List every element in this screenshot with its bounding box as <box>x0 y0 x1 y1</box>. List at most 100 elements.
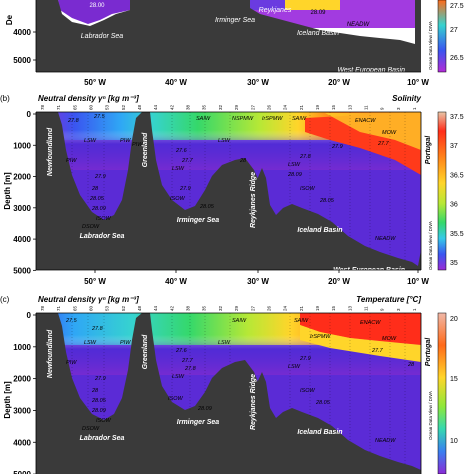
station-label: 11 <box>363 306 368 311</box>
contour-label: 27.8 <box>184 366 197 372</box>
panel-c-water-mass-labels: LSW PIW ISOW DSOW LSW PIW ISOW SAIW LSW … <box>66 318 397 444</box>
station-label: 35 <box>202 104 207 110</box>
station-label: 65 <box>72 104 77 110</box>
contour-label: 28 <box>239 158 247 164</box>
panel-c-warm-mid <box>300 325 421 362</box>
water-mass-label: LSW <box>218 138 231 144</box>
station-label: 13 <box>347 305 352 311</box>
panel-a-water-mass-label: NEADW <box>347 22 371 28</box>
panel-a-xtick-label: 30° W <box>247 78 269 87</box>
contour-label: 27.7 <box>181 158 194 164</box>
water-mass-label: ISOW <box>300 186 315 192</box>
panel-a-ylabel: De <box>5 14 14 25</box>
contour-label: 27.9 <box>299 356 311 362</box>
station-label: 21 <box>299 305 304 311</box>
water-mass-label: SAIW <box>292 116 307 122</box>
water-mass-label: LSW <box>172 166 185 172</box>
water-mass-label: NEADW <box>375 236 396 242</box>
water-mass-label: LSW <box>84 340 97 346</box>
ytick-label: 3000 <box>13 406 31 415</box>
station-label: 3 <box>396 107 401 110</box>
panel-b-ylabel: Depth [m] <box>3 172 12 210</box>
station-label: 35 <box>202 305 207 311</box>
panel-a-water-east-warm <box>285 0 340 10</box>
panel-a-cbar-tick: 26.5 <box>450 55 464 62</box>
station-label: 48 <box>137 104 142 110</box>
water-mass-label: DSOW <box>82 426 100 432</box>
ytick-label: 1000 <box>13 141 31 150</box>
station-label: 29 <box>234 104 239 110</box>
station-label: 52 <box>121 305 126 311</box>
station-label: 32 <box>218 305 223 311</box>
water-mass-label: IrSPMW <box>310 334 331 340</box>
water-mass-label: SAIW <box>196 116 211 122</box>
station-label: 13 <box>347 104 352 110</box>
water-mass-label: LSW <box>172 374 185 380</box>
panel-b-water-mass-labels: LSW PIW ISOW DSOW LSW PIW ISOW SAIW LSW … <box>66 116 397 242</box>
water-mass-label: ISOW <box>168 396 183 402</box>
panel-b-region-label: Irminger Sea <box>177 217 220 224</box>
panel-b-yticks: 0 1000 2000 3000 4000 5000 <box>13 110 36 275</box>
panel-c-station-labels: 78 71 65 60 53 52 48 44 42 38 35 32 29 27 26 24 21 19 15 13… <box>40 305 417 311</box>
contour-label: 27.7 <box>377 141 390 147</box>
contour-label: 28.05 <box>91 398 107 404</box>
station-label: 42 <box>169 104 174 110</box>
station-label: 27 <box>250 104 255 110</box>
contour-label: 28.05 <box>315 400 331 406</box>
water-mass-label: NEADW <box>375 438 396 444</box>
ytick-label: 0 <box>27 311 32 320</box>
ytick-label: 5000 <box>13 470 31 474</box>
contour-label: 27.9 <box>94 376 106 382</box>
panel-b-xticks: 50° W 40° W 30° W 20° W 10° W <box>84 270 429 286</box>
panel-a-region-label: Iceland Basin <box>297 30 339 37</box>
water-mass-label: MOW <box>382 130 397 136</box>
contour-label: 28.09 <box>91 408 106 414</box>
station-label: 48 <box>137 305 142 311</box>
ytick-label: 5000 <box>13 266 31 275</box>
panel-c-ridge-peak <box>246 372 272 474</box>
panel-b-seafloor <box>36 112 421 270</box>
panel-b-cbar-credit: Ocean Data View / DIVA <box>428 221 433 270</box>
ytick-label: 4000 <box>13 235 31 244</box>
ytick-label: 3000 <box>13 204 31 213</box>
station-label: 1 <box>412 107 417 110</box>
panel-c-colorbar <box>437 312 447 474</box>
cbar-tick-label: 15 <box>450 376 458 383</box>
water-mass-label: PIW <box>66 360 77 366</box>
station-label: 60 <box>89 305 94 311</box>
xtick-label: 20° W <box>328 277 350 286</box>
panel-c-region-label: Reykjanes Ridge <box>250 374 257 430</box>
station-label: 44 <box>153 305 158 311</box>
station-label: 3 <box>396 308 401 311</box>
water-mass-label: ENACW <box>360 320 381 326</box>
station-label: 32 <box>218 104 223 110</box>
station-label: 26 <box>266 305 271 311</box>
panel-b-letter: (b) <box>0 94 10 103</box>
contour-label: 27.6 <box>175 348 188 354</box>
contour-label: 27.9 <box>179 186 191 192</box>
ytick-label: 2000 <box>13 173 31 182</box>
panel-c-field: Temperature [°C] <box>356 295 421 304</box>
station-label: 21 <box>299 104 304 110</box>
panel-a-colorbar <box>437 0 447 73</box>
panel-c-contour-labels: 27.5 27.8 27.6 27.7 27.8 27.9 28 28.05 2… <box>65 318 415 414</box>
panel-b: (b) Neutral density γⁿ [kg m⁻³] Solinity… <box>0 94 464 286</box>
water-mass-label: SAIW <box>294 318 309 324</box>
panel-c-region-label: Iceland Basin <box>297 429 342 436</box>
contour-label: 28.05 <box>319 198 335 204</box>
panel-b-contour-labels: 27.8 27.5 27.9 28 28.05 28.09 27.6 27.7 … <box>67 114 390 212</box>
panel-a-region-label: Irminger Sea <box>215 17 255 24</box>
cbar-tick-label: 37 <box>450 143 458 150</box>
station-label: 52 <box>121 104 126 110</box>
panel-b-region-label: Newfoundland <box>47 127 54 176</box>
panel-a-xticks: 50° W 40° W 30° W 20° W 10° W <box>84 78 429 87</box>
water-mass-label: PIW <box>120 138 131 144</box>
contour-label: 28.09 <box>91 206 106 212</box>
cbar-tick-label: 36.5 <box>450 172 464 179</box>
panel-c-letter: (c) <box>0 295 10 304</box>
panel-c-cbar-ticks: 20 15 10 <box>450 316 458 445</box>
contour-label: 27.9 <box>331 144 343 150</box>
panel-c-seafloor <box>36 313 421 474</box>
water-mass-label: DSOW <box>82 224 100 230</box>
water-mass-label: LSW <box>288 162 301 168</box>
